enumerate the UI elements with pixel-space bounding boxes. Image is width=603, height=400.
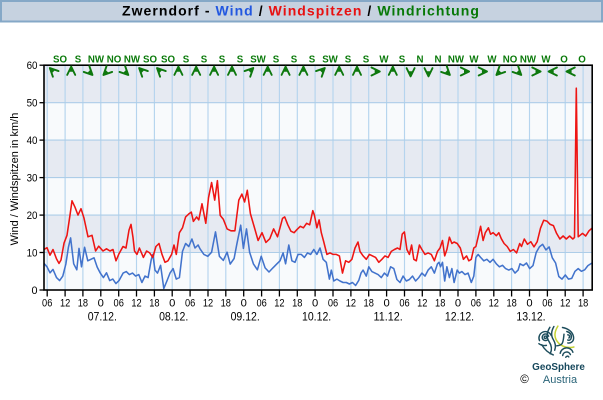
svg-text:S: S: [345, 54, 352, 65]
svg-text:40: 40: [27, 135, 38, 147]
svg-text:18: 18: [149, 297, 159, 309]
svg-text:18: 18: [506, 297, 516, 309]
svg-text:0: 0: [169, 297, 175, 309]
svg-text:SO: SO: [143, 54, 157, 65]
svg-text:SO: SO: [161, 54, 175, 65]
svg-text:Wind / Windspitzen in km/h: Wind / Windspitzen in km/h: [9, 113, 21, 246]
svg-text:S: S: [237, 54, 244, 65]
svg-text:W: W: [469, 54, 479, 65]
svg-text:12: 12: [560, 297, 570, 309]
svg-text:18: 18: [435, 297, 445, 309]
svg-text:06: 06: [328, 297, 338, 309]
svg-text:GeoSphere: GeoSphere: [532, 362, 585, 373]
svg-text:SW: SW: [250, 54, 266, 65]
svg-text:0: 0: [312, 297, 318, 309]
svg-text:SO: SO: [53, 54, 67, 65]
svg-text:NW: NW: [124, 54, 141, 65]
svg-text:S: S: [363, 54, 370, 65]
svg-text:08.12.: 08.12.: [159, 311, 188, 324]
svg-text:12: 12: [274, 297, 284, 309]
svg-text:11.12.: 11.12.: [374, 311, 403, 324]
svg-text:NW: NW: [520, 54, 537, 65]
svg-text:12: 12: [203, 297, 213, 309]
svg-text:S: S: [273, 54, 280, 65]
svg-text:18: 18: [78, 297, 88, 309]
svg-text:07.12.: 07.12.: [88, 311, 117, 324]
svg-text:O: O: [578, 54, 586, 65]
svg-text:18: 18: [364, 297, 374, 309]
svg-text:S: S: [75, 54, 82, 65]
svg-text:NW: NW: [88, 54, 105, 65]
svg-text:Austria: Austria: [543, 374, 578, 386]
svg-text:©: ©: [520, 373, 529, 386]
svg-text:12: 12: [489, 297, 499, 309]
svg-text:20: 20: [27, 210, 38, 222]
svg-text:NO: NO: [107, 54, 122, 65]
svg-text:18: 18: [292, 297, 302, 309]
svg-text:N: N: [417, 54, 424, 65]
svg-text:30: 30: [27, 173, 38, 185]
svg-text:06: 06: [256, 297, 266, 309]
svg-text:S: S: [399, 54, 406, 65]
svg-text:0: 0: [241, 297, 247, 309]
svg-text:W: W: [541, 54, 551, 65]
svg-text:S: S: [291, 54, 298, 65]
svg-text:0: 0: [455, 297, 461, 309]
svg-text:SW: SW: [322, 54, 338, 65]
svg-text:S: S: [201, 54, 208, 65]
svg-text:60: 60: [27, 60, 38, 72]
svg-text:12: 12: [346, 297, 356, 309]
svg-text:06: 06: [471, 297, 481, 309]
svg-text:NO: NO: [503, 54, 518, 65]
svg-text:18: 18: [578, 297, 588, 309]
svg-text:50: 50: [27, 98, 38, 110]
svg-text:06: 06: [185, 297, 195, 309]
svg-text:0: 0: [526, 297, 532, 309]
svg-text:06: 06: [399, 297, 409, 309]
svg-text:06: 06: [542, 297, 552, 309]
svg-text:Zwerndorf - Wind / Windspitzen: Zwerndorf - Wind / Windspitzen / Windric…: [122, 3, 480, 19]
svg-text:S: S: [309, 54, 316, 65]
svg-text:12: 12: [60, 297, 70, 309]
svg-text:NW: NW: [448, 54, 465, 65]
svg-text:S: S: [219, 54, 226, 65]
svg-text:12: 12: [131, 297, 141, 309]
svg-text:W: W: [487, 54, 497, 65]
svg-text:13.12.: 13.12.: [516, 311, 545, 324]
svg-text:18: 18: [221, 297, 231, 309]
svg-text:O: O: [560, 54, 568, 65]
svg-text:0: 0: [383, 297, 389, 309]
svg-text:0: 0: [98, 297, 104, 309]
svg-text:10: 10: [27, 247, 38, 259]
svg-text:10.12.: 10.12.: [302, 311, 331, 324]
svg-text:06: 06: [114, 297, 124, 309]
svg-text:09.12.: 09.12.: [231, 311, 260, 324]
svg-text:12: 12: [417, 297, 427, 309]
svg-text:W: W: [379, 54, 389, 65]
svg-text:0: 0: [31, 285, 37, 297]
svg-text:S: S: [183, 54, 190, 65]
svg-text:12.12.: 12.12.: [445, 311, 474, 324]
svg-text:N: N: [435, 54, 442, 65]
svg-text:06: 06: [42, 297, 52, 309]
